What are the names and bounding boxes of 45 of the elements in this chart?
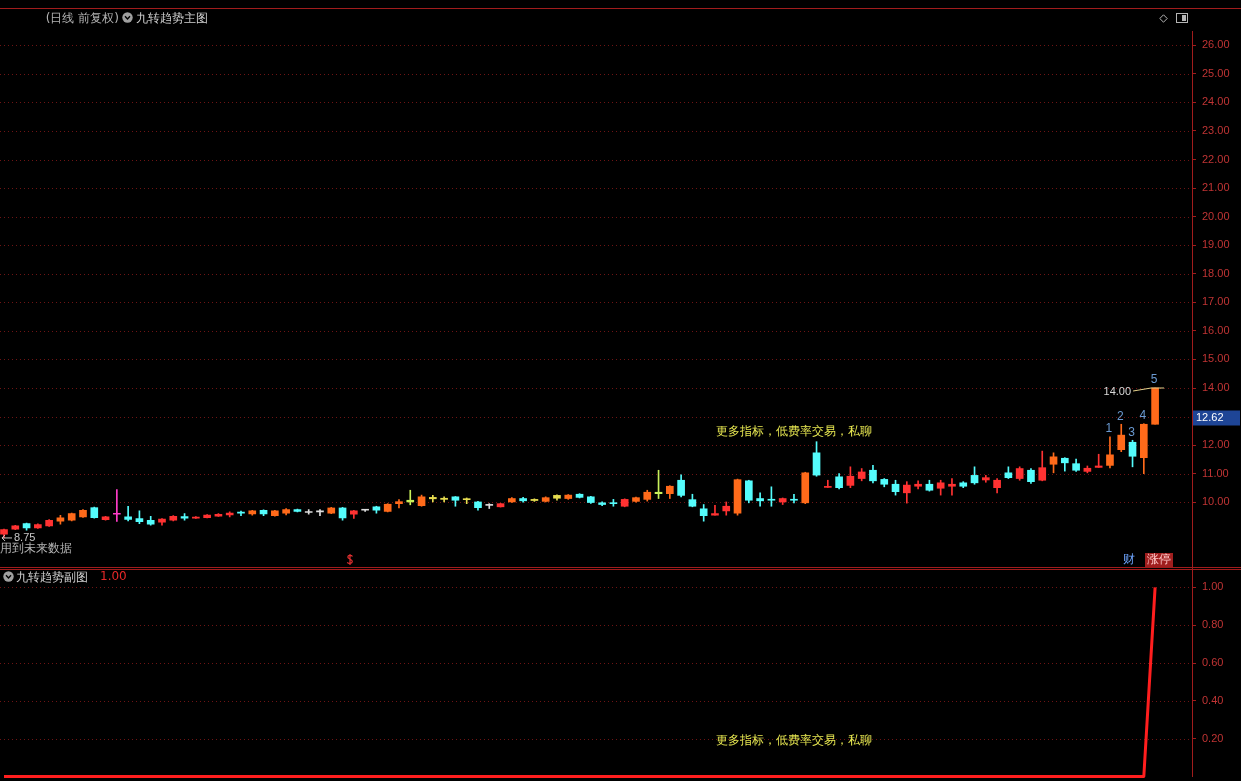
y-tick-label: 0.20 [1202, 731, 1224, 744]
candlestick [1094, 453, 1103, 468]
text: 2 [1116, 408, 1124, 423]
candlestick [948, 478, 956, 496]
y-tick-label: 10.00 [1202, 495, 1230, 508]
y-tick-label: 11.00 [1202, 466, 1229, 479]
annotation: 更多指标，低费率交易，私聊 [716, 424, 872, 439]
y-tick-label: 24.00 [1202, 95, 1230, 108]
candlestick [790, 493, 798, 504]
chart-subtitle: (日线 前复权) [45, 11, 119, 25]
y-tick-label: 0.80 [1202, 618, 1224, 631]
y-tick-label: 17.00 [1202, 295, 1230, 308]
annotation: 14.00 [1103, 385, 1132, 398]
candlestick [756, 492, 764, 507]
annotation: 更多指标，低费率交易，私聊 [716, 733, 872, 748]
y-tick-label: 19.00 [1202, 238, 1230, 251]
y-tick-label: 14.00 [1202, 381, 1230, 394]
y-tick-label: 1.00 [1202, 580, 1224, 593]
y-tick-label: 22.00 [1202, 152, 1230, 165]
candlestick [113, 489, 121, 522]
y-tick-label: 21.00 [1202, 181, 1230, 194]
y-tick-label: 12.00 [1202, 438, 1230, 451]
annotation: 用到未来数据 [0, 541, 72, 556]
candlestick [711, 505, 719, 516]
annotation: 1.00 [100, 569, 127, 584]
text: 12.62 [1196, 411, 1224, 424]
y-tick-label: 0.60 [1202, 656, 1224, 669]
y-tick-label: 25.00 [1202, 66, 1230, 79]
chart-title: 九转趋势主图 [136, 11, 208, 25]
y-tick-label: 0.40 [1202, 693, 1224, 706]
text: 3 [1128, 424, 1135, 439]
text: 4 [1139, 408, 1147, 423]
y-tick-label: 18.00 [1202, 266, 1230, 279]
annotation: 涨停 [1147, 552, 1171, 567]
y-tick-label: 16.00 [1202, 323, 1230, 336]
y-tick-label: 26.00 [1202, 38, 1230, 51]
y-tick-label: 23.00 [1202, 123, 1230, 136]
text: 5 [1150, 372, 1158, 387]
annotation: 8.75 [14, 530, 36, 543]
y-tick-label: 15.00 [1202, 352, 1230, 365]
candlestick [823, 479, 832, 488]
annotation: 财 [1123, 552, 1135, 567]
text: 1 [1105, 421, 1113, 436]
y-tick-label: 20.00 [1202, 209, 1230, 222]
chart-title: 九转趋势副图 [16, 570, 88, 584]
